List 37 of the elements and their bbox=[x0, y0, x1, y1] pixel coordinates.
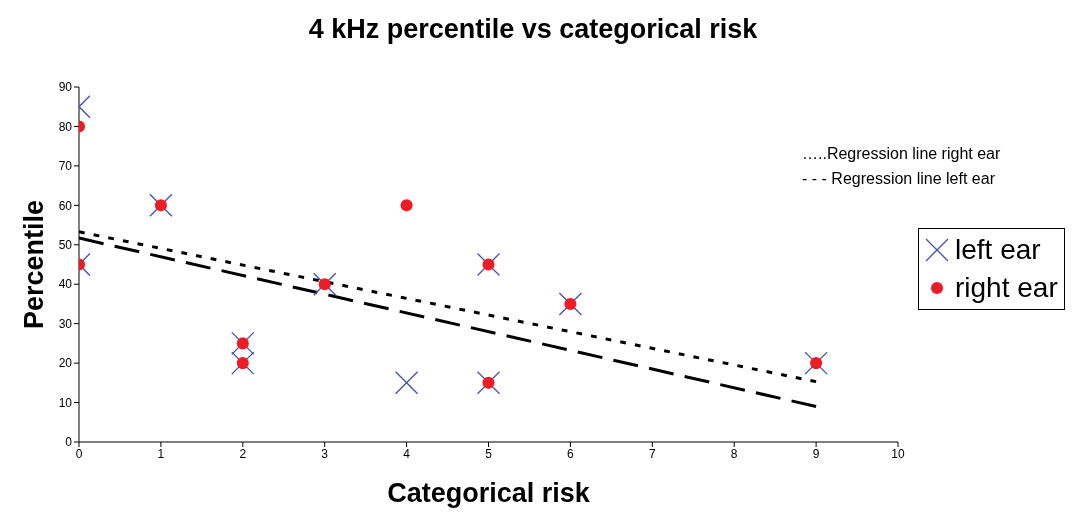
y-tick-label: 0 bbox=[65, 435, 73, 450]
x-tick-label: 4 bbox=[403, 446, 411, 461]
x-tick-label: 10 bbox=[891, 446, 905, 461]
point bbox=[154, 199, 167, 212]
point bbox=[810, 357, 823, 370]
point bbox=[482, 376, 495, 389]
x-tick-label: 8 bbox=[730, 446, 738, 461]
y-tick-label: 10 bbox=[58, 395, 73, 410]
legend-label: left ear bbox=[955, 233, 1041, 267]
y-axis-title: Percentile bbox=[18, 199, 49, 330]
point bbox=[236, 357, 249, 370]
y-tick-label: 70 bbox=[58, 159, 73, 174]
point bbox=[564, 297, 577, 310]
legend-label: right ear bbox=[955, 271, 1058, 305]
x-tick-label: 1 bbox=[157, 446, 165, 461]
x-tick-label: 9 bbox=[812, 446, 820, 461]
point bbox=[400, 199, 413, 212]
x-axis-title: Categorical risk bbox=[387, 478, 591, 508]
x-tick-label: 2 bbox=[239, 446, 247, 461]
y-tick-label: 60 bbox=[58, 198, 73, 213]
y-tick-label: 40 bbox=[58, 277, 73, 292]
x-tick-label: 0 bbox=[75, 446, 83, 461]
point bbox=[236, 337, 249, 350]
chart-title: 4 kHz percentile vs categorical risk bbox=[307, 14, 759, 45]
y-tick-label: 80 bbox=[58, 119, 73, 134]
x-tick-label: 7 bbox=[648, 446, 656, 461]
x-tick-label: 6 bbox=[567, 446, 575, 461]
y-tick-label: 20 bbox=[58, 356, 73, 371]
annotation: …..Regression line right ear bbox=[802, 145, 1001, 163]
y-tick-label: 90 bbox=[58, 80, 73, 95]
y-tick-label: 50 bbox=[58, 238, 73, 253]
x-tick-label: 3 bbox=[321, 446, 329, 461]
point bbox=[482, 258, 495, 271]
point bbox=[318, 278, 331, 291]
x-tick-label: 5 bbox=[485, 446, 493, 461]
annotation: - - - Regression line left ear bbox=[802, 170, 995, 188]
y-tick-label: 30 bbox=[58, 316, 73, 331]
